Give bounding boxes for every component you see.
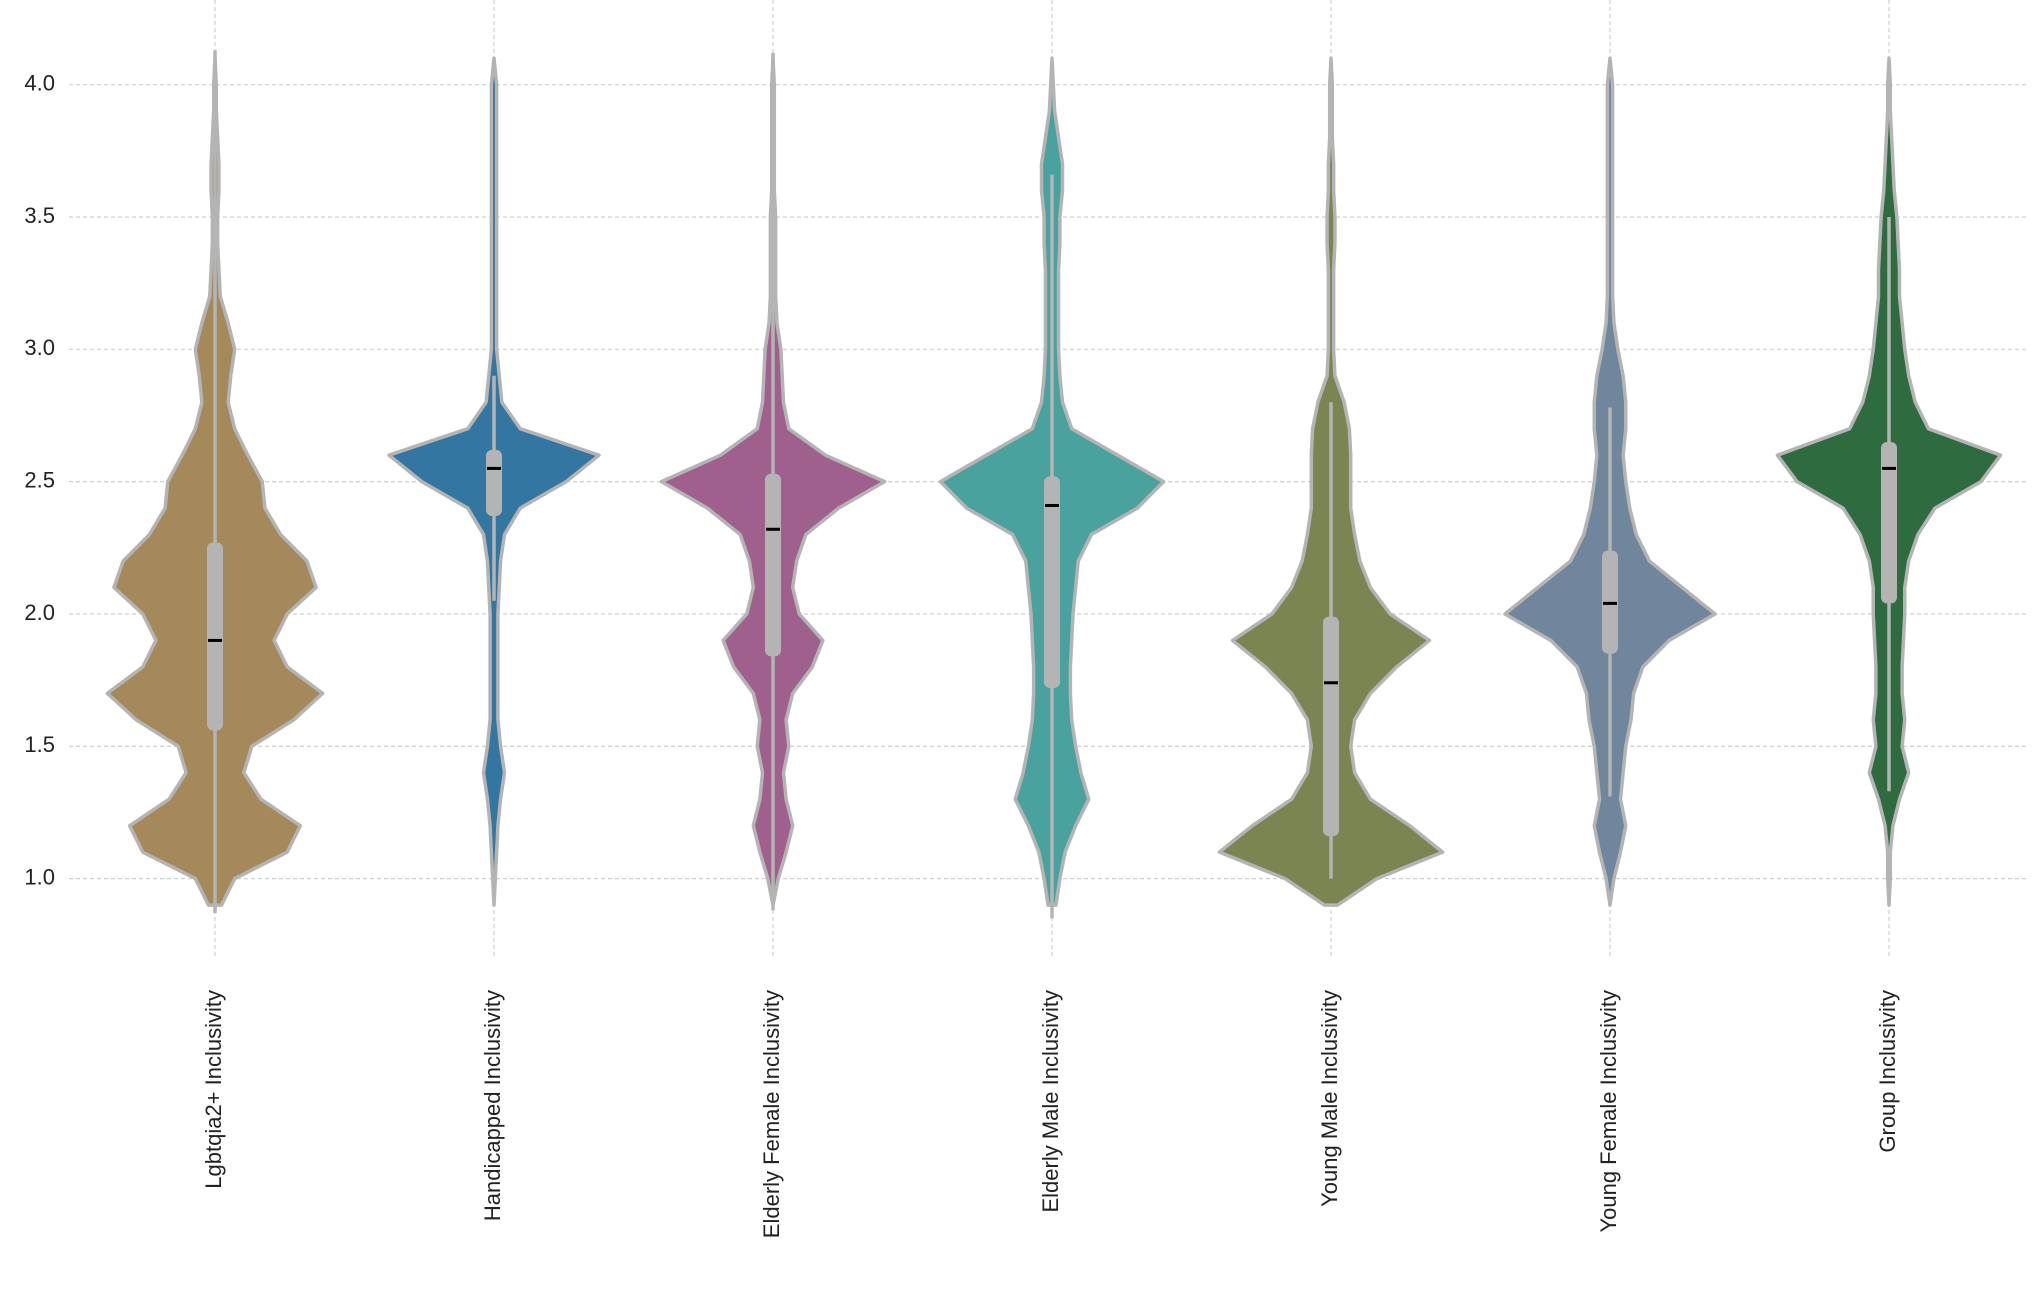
box — [1323, 616, 1339, 837]
y-tick-label: 1.0 — [24, 864, 55, 889]
box — [1881, 441, 1897, 604]
y-tick-label: 3.0 — [24, 335, 55, 360]
y-tick-label: 2.5 — [24, 467, 55, 492]
x-tick-label: Young Female Inclusivity — [1596, 990, 1621, 1233]
y-tick-label: 2.0 — [24, 600, 55, 625]
x-tick-label: Elderly Male Inclusivity — [1038, 990, 1063, 1213]
y-tick-label: 1.5 — [24, 732, 55, 757]
box — [765, 473, 781, 657]
box — [207, 542, 223, 731]
x-tick-label: Elderly Female Inclusivity — [759, 990, 784, 1238]
x-tick-label: Handicapped Inclusivity — [480, 990, 505, 1221]
box — [486, 449, 502, 517]
box — [1044, 476, 1060, 689]
x-tick-label: Young Male Inclusivity — [1317, 990, 1342, 1207]
x-tick-label: Group Inclusivity — [1875, 990, 1900, 1153]
y-tick-label: 3.5 — [24, 203, 55, 228]
y-tick-label: 4.0 — [24, 70, 55, 95]
x-tick-label: Lgbtqia2+ Inclusivity — [201, 990, 226, 1189]
